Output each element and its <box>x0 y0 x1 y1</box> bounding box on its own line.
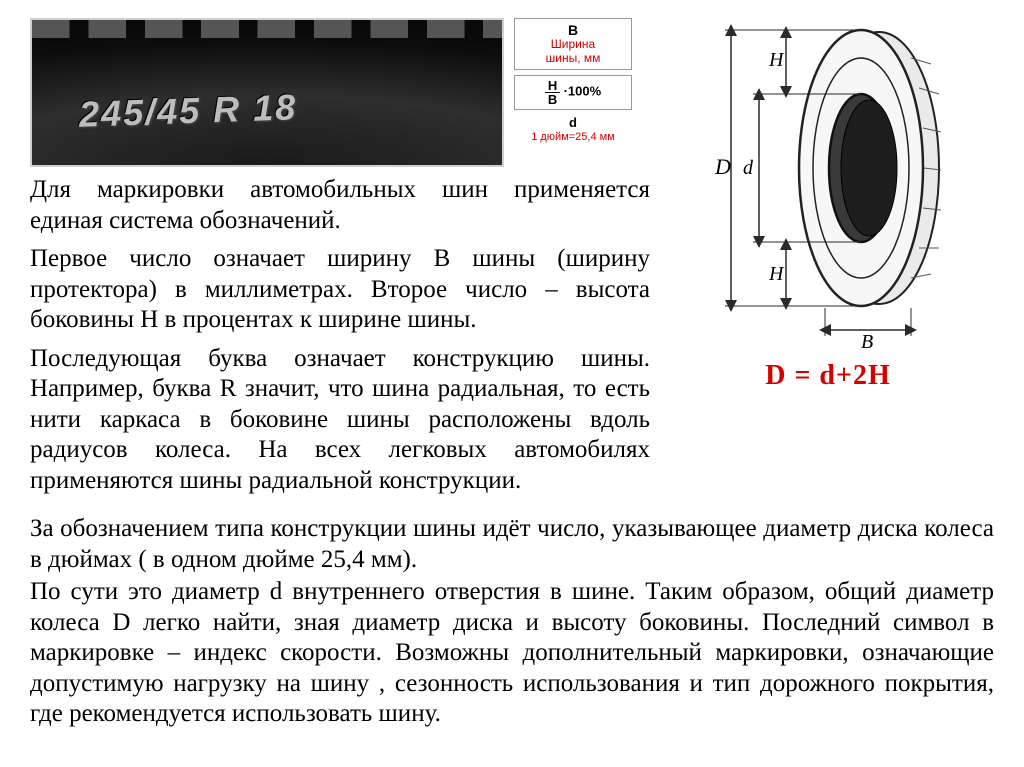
diagram-D-label: D <box>714 154 731 179</box>
legend-d-label: d <box>514 116 632 131</box>
paragraph-3: Последующая буква означает конструкцию ш… <box>30 344 650 497</box>
legend-b: B Ширина шины, мм <box>514 18 632 70</box>
formula: D = d+2H <box>765 360 890 392</box>
legend-d: d 1 дюйм=25,4 мм <box>514 115 632 145</box>
diagram-H-bot-label: H <box>768 263 785 285</box>
paragraph-1: Для маркировки автомобильных шин применя… <box>30 175 650 236</box>
tire-diagram: D d H H B <box>701 18 956 348</box>
tire-photo: 245/45 R 18 <box>30 18 504 167</box>
paragraph-4: За обозначением типа конструкции шины ид… <box>30 514 994 575</box>
diagram-d-label: d <box>743 157 754 179</box>
legend-hb-fraction: H B <box>545 79 560 106</box>
left-column: 245/45 R 18 B Ширина шины, мм H B ·100% … <box>30 18 650 496</box>
legend-hb-num: H <box>545 79 560 93</box>
legend-hb-den: B <box>548 93 557 106</box>
paragraph-5: По сути это диаметр d внутреннего отверс… <box>30 577 994 730</box>
legend-width-label: Ширина <box>519 38 627 52</box>
legend-width-unit: шины, мм <box>519 52 627 66</box>
legend-hb: H B ·100% <box>514 75 632 110</box>
photo-and-legend: 245/45 R 18 B Ширина шины, мм H B ·100% … <box>30 18 650 167</box>
right-column: D d H H B D = d+2H <box>662 18 994 496</box>
legend-b-label: B <box>519 22 627 38</box>
tire-size-text: 245/45 R 18 <box>78 86 297 136</box>
paragraph-2: Первое число означает ширину B шины (шир… <box>30 244 650 336</box>
size-legend: B Ширина шины, мм H B ·100% d 1 дюйм=25,… <box>514 18 632 149</box>
top-row: 245/45 R 18 B Ширина шины, мм H B ·100% … <box>30 18 994 496</box>
legend-inch-note: 1 дюйм=25,4 мм <box>514 131 632 144</box>
diagram-H-top-label: H <box>768 49 785 71</box>
legend-hb-mult: ·100% <box>564 83 602 98</box>
diagram-B-label: B <box>861 331 873 348</box>
